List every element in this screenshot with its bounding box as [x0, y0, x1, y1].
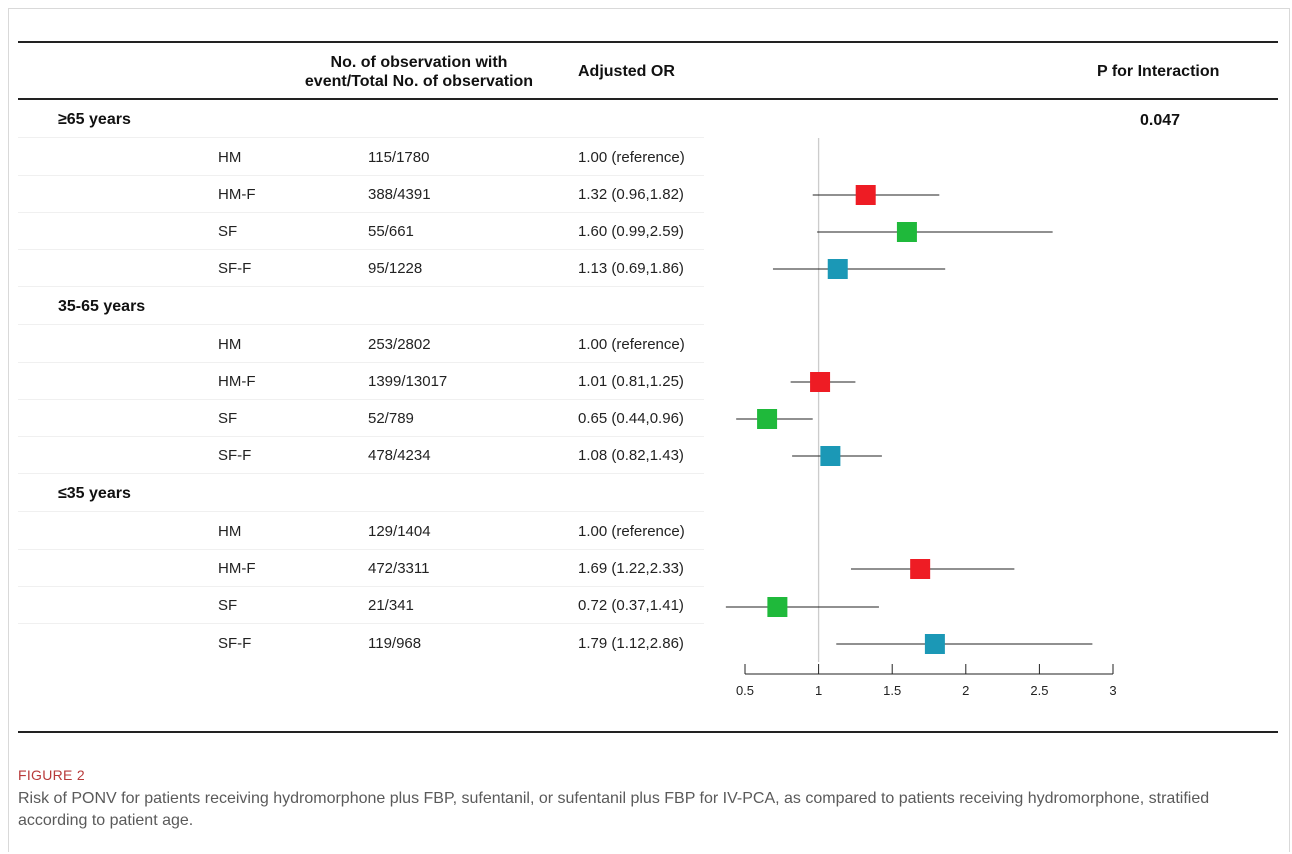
header-p-interaction: P for Interaction [1097, 63, 1220, 80]
row-treatment: HM-F [218, 186, 256, 203]
bottom-rule [18, 731, 1278, 733]
table-row: SF-F 95/1228 1.13 (0.69,1.86) [18, 252, 704, 287]
group-header-row: 35-65 years [18, 290, 704, 325]
row-adjusted-or: 1.13 (0.69,1.86) [578, 260, 684, 277]
row-treatment: SF-F [218, 447, 252, 464]
figure-frame [8, 8, 1290, 852]
figure-label: FIGURE 2 [18, 767, 85, 783]
table-row: SF 21/341 0.72 (0.37,1.41) [18, 589, 704, 624]
forest-plot: 0.5 1 1.5 2 2.5 3 [725, 138, 1117, 698]
or-marker [855, 185, 876, 205]
row-treatment: SF [218, 597, 238, 614]
row-treatment: HM [218, 336, 242, 353]
table-row: SF 52/789 0.65 (0.44,0.96) [18, 402, 704, 437]
row-treatment: SF-F [218, 635, 252, 652]
table-row: SF-F 478/4234 1.08 (0.82,1.43) [18, 439, 704, 474]
group-label: ≥65 years [58, 111, 131, 128]
or-marker [924, 634, 945, 654]
row-adjusted-or: 0.65 (0.44,0.96) [578, 410, 684, 427]
row-adjusted-or: 1.79 (1.12,2.86) [578, 635, 684, 652]
table-row: HM 115/1780 1.00 (reference) [18, 141, 704, 176]
row-treatment: HM [218, 523, 242, 540]
table-row: HM 253/2802 1.00 (reference) [18, 328, 704, 363]
header-adjusted-or: Adjusted OR [578, 63, 675, 80]
header-observation-line1: No. of observation with [330, 54, 508, 71]
row-adjusted-or: 1.01 (0.81,1.25) [578, 373, 684, 390]
row-treatment: HM-F [218, 373, 256, 390]
x-tick-label: 0.5 [736, 683, 754, 698]
row-treatment: HM [218, 149, 242, 166]
header-observation-line2: event/Total No. of observation [304, 73, 534, 90]
x-tick-label: 2.5 [1030, 683, 1048, 698]
x-tick-label: 2 [962, 683, 969, 698]
table-row: HM-F 388/4391 1.32 (0.96,1.82) [18, 178, 704, 213]
row-adjusted-or: 1.32 (0.96,1.82) [578, 186, 684, 203]
header-observation: No. of observation with event/Total No. … [283, 53, 555, 91]
row-treatment: SF [218, 410, 238, 427]
group-label: ≤35 years [58, 485, 131, 502]
row-adjusted-or: 1.08 (0.82,1.43) [578, 447, 684, 464]
group-header-row: ≤35 years [18, 477, 704, 512]
or-marker [757, 409, 778, 429]
row-observation: 129/1404 [368, 523, 431, 540]
p-interaction-value: 0.047 [1140, 112, 1181, 129]
row-observation: 119/968 [368, 635, 422, 652]
top-rule [18, 41, 1278, 43]
row-observation: 388/4391 [368, 186, 431, 203]
row-observation: 21/341 [368, 597, 414, 614]
table-row: HM 129/1404 1.00 (reference) [18, 515, 704, 550]
group-label: 35-65 years [58, 298, 146, 315]
x-tick-label: 1 [815, 683, 822, 698]
row-observation: 95/1228 [368, 260, 423, 277]
row-adjusted-or: 1.60 (0.99,2.59) [578, 223, 684, 240]
row-adjusted-or: 1.00 (reference) [578, 149, 685, 166]
x-tick-label: 1.5 [883, 683, 901, 698]
or-marker [767, 597, 788, 617]
row-observation: 472/3311 [368, 560, 430, 577]
or-marker [910, 559, 931, 579]
or-marker [896, 222, 917, 242]
figure-caption: Risk of PONV for patients receiving hydr… [18, 790, 1210, 829]
header-rule [18, 98, 1278, 100]
group-header-row: ≥65 years [18, 103, 704, 138]
row-adjusted-or: 1.00 (reference) [578, 336, 685, 353]
row-adjusted-or: 0.72 (0.37,1.41) [578, 597, 684, 614]
row-treatment: HM-F [218, 560, 256, 577]
table-row: HM-F 472/3311 1.69 (1.22,2.33) [18, 552, 704, 587]
or-marker [820, 446, 841, 466]
row-observation: 478/4234 [368, 447, 431, 464]
table-row: SF 55/661 1.60 (0.99,2.59) [18, 215, 704, 250]
x-tick-label: 3 [1109, 683, 1116, 698]
row-observation: 253/2802 [368, 336, 431, 353]
row-adjusted-or: 1.00 (reference) [578, 523, 685, 540]
row-observation: 52/789 [368, 410, 414, 427]
row-observation: 1399/13017 [368, 373, 448, 390]
row-adjusted-or: 1.69 (1.22,2.33) [578, 560, 684, 577]
row-observation: 115/1780 [368, 149, 430, 166]
row-observation: 55/661 [368, 223, 414, 240]
row-treatment: SF-F [218, 260, 252, 277]
row-treatment: SF [218, 223, 238, 240]
table-row: HM-F 1399/13017 1.01 (0.81,1.25) [18, 365, 704, 400]
or-marker [810, 372, 831, 392]
or-marker [827, 259, 848, 279]
table-row: SF-F 119/968 1.79 (1.12,2.86) [18, 627, 704, 661]
